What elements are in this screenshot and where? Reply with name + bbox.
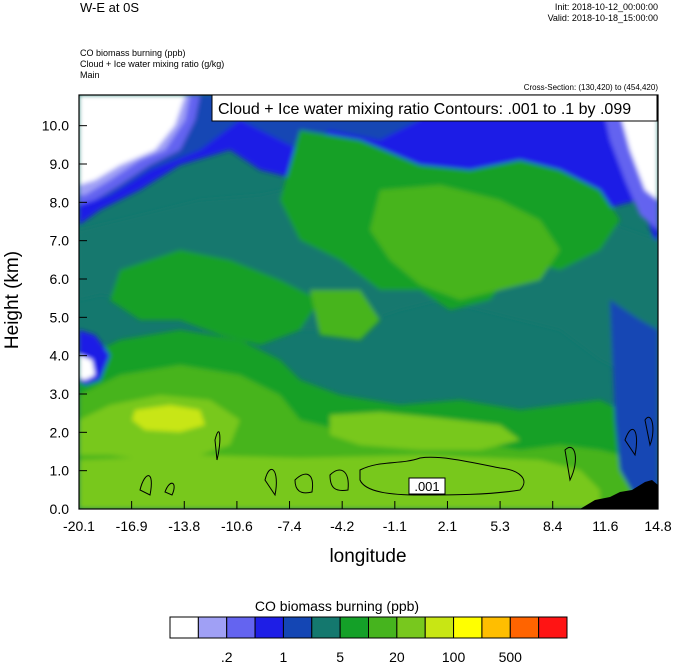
cloud-contours (139, 417, 654, 497)
field-descriptions: CO biomass burning (ppb) Cloud + Ice wat… (80, 48, 224, 81)
y-tick-label: 10.0 (42, 118, 69, 134)
colorbar-swatch (509, 616, 540, 639)
x-tick-label: 5.3 (490, 518, 510, 534)
contour-info-box (211, 94, 658, 122)
field-cloud: Cloud + Ice water mixing ratio (g/kg) (80, 59, 225, 69)
green-region-3 (110, 250, 320, 345)
cross-section-label: Cross-Section: (130,420) to (454,420) (523, 83, 658, 92)
colorbar-swatch (226, 616, 256, 639)
x-tick-label: -13.8 (168, 518, 200, 534)
plot-title: W-E at 0S (80, 0, 140, 15)
y-axis-label: Height (km) (2, 251, 23, 349)
x-tick-label: -7.4 (277, 518, 301, 534)
colorbar-swatch (282, 616, 313, 639)
colorbar-swatch (453, 616, 483, 639)
colorbar-swatch (538, 616, 568, 639)
valid-time: Valid: 2018-10-18_15:00:00 (547, 13, 658, 23)
colorbar-label: .2 (221, 649, 233, 665)
colorbar-label: 5 (336, 649, 344, 665)
green-region-2 (370, 185, 560, 300)
x-tick-label: 2.1 (438, 518, 458, 534)
colorbar-title: CO biomass burning (ppb) (254, 598, 420, 614)
colorbar-swatch (254, 616, 284, 639)
y-tick-label: 2.0 (50, 424, 70, 440)
x-tick-label: -20.1 (63, 518, 95, 534)
colorbar-swatch (197, 616, 228, 639)
yellow-green-surface (79, 455, 600, 509)
time-info: Init: 2018-10-12_00:00:00 Valid: 2018-10… (548, 2, 658, 24)
colorbar-swatch (339, 616, 369, 639)
colorbar-label: 1 (280, 649, 288, 665)
x-tick-label: 8.4 (543, 518, 563, 534)
colorbar: .2 1 5 20 100 500 (169, 616, 568, 665)
contour-label: .001 (414, 479, 439, 494)
heatmap-field (79, 95, 658, 509)
green-region-4 (310, 290, 380, 340)
right-blue-column (610, 300, 658, 505)
y-tick-label: 1.0 (50, 463, 70, 479)
white-region (79, 95, 185, 185)
x-axis-label: longitude (329, 546, 406, 567)
y-tick-label: 0.0 (50, 501, 70, 517)
y-tick-label: 7.0 (50, 233, 70, 249)
contour-label-box (408, 477, 446, 495)
y-tick-label: 4.0 (50, 348, 70, 364)
x-tick-label: 11.6 (592, 518, 618, 534)
y-tick-label: 5.0 (50, 309, 70, 325)
y-tick-label: 9.0 (50, 156, 70, 172)
x-tick-label: -1.1 (383, 518, 407, 534)
terrain-silhouette (580, 480, 658, 509)
yellow-green-region-2 (330, 412, 520, 450)
field-co: CO biomass burning (ppb) (80, 48, 186, 58)
colorbar-swatch (311, 616, 341, 639)
colorbar-label: 100 (442, 649, 466, 665)
colorbar-swatch (368, 616, 398, 639)
left-white-patch (79, 355, 95, 380)
colorbar-swatch (481, 616, 511, 639)
x-tick-label: 14.8 (644, 518, 671, 534)
colorbar-swatch (396, 616, 426, 639)
blue-region (79, 95, 658, 250)
x-axis: -20.1 -16.9 -13.8 -10.6 -7.4 -4.2 -1.1 2.1 5.3 8.… (63, 501, 672, 534)
x-tick-label: -16.9 (116, 518, 148, 534)
contour-info-text: Cloud + Ice water mixing ratio Contours:… (218, 101, 631, 118)
colorbar-swatch (169, 616, 199, 639)
colorbar-label: 500 (499, 649, 523, 665)
y-tick-label: 3.0 (50, 386, 70, 402)
init-time: Init: 2018-10-12_00:00:00 (554, 2, 658, 12)
colorbar-swatch (424, 616, 455, 639)
field-main: Main (80, 70, 100, 80)
y-axis: 0.0 1.0 2.0 3.0 4.0 5.0 6.0 7.0 8.0 9.0 10.0 (42, 118, 87, 517)
colorbar-label: 20 (389, 649, 405, 665)
bright-yellow-patch (132, 405, 205, 432)
y-tick-label: 6.0 (50, 271, 70, 287)
x-tick-label: -4.2 (330, 518, 354, 534)
y-tick-label: 8.0 (50, 194, 70, 210)
x-tick-label: -10.6 (221, 518, 253, 534)
